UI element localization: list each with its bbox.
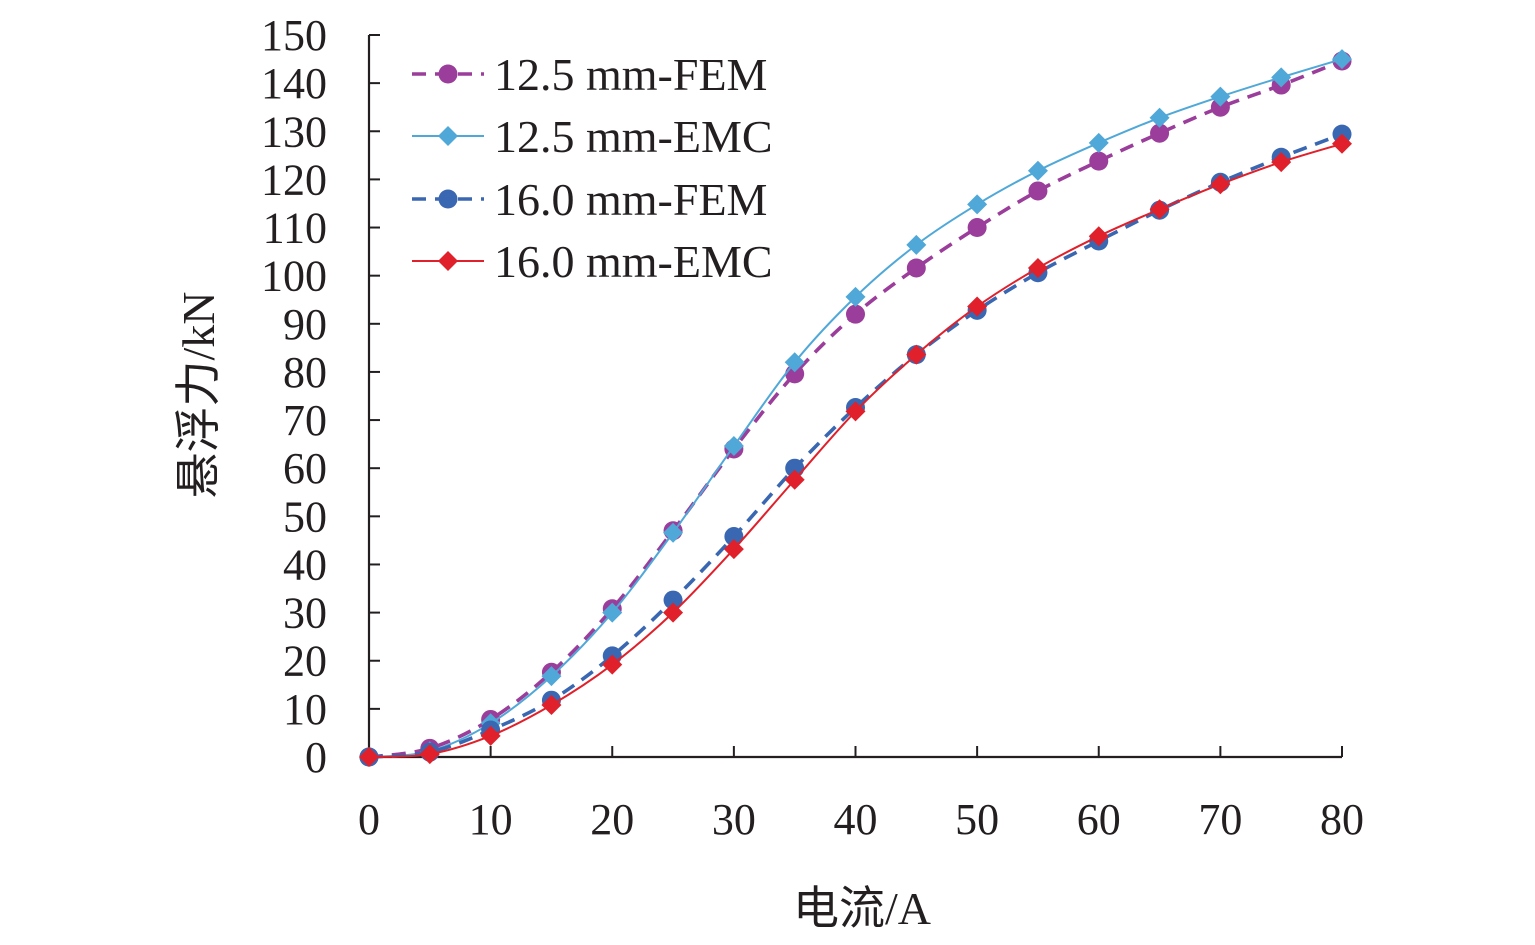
x-tick-label: 80 <box>1320 795 1364 844</box>
legend-item-1: 12.5 mm-FEM <box>412 49 767 100</box>
data-point <box>1027 257 1048 278</box>
data-point <box>1150 123 1170 143</box>
data-point <box>723 436 744 457</box>
x-tick-label: 40 <box>834 795 878 844</box>
y-tick-label: 60 <box>283 444 327 493</box>
data-point <box>663 602 684 623</box>
data-point <box>1271 152 1292 173</box>
data-point <box>541 666 562 687</box>
x-tick-label: 50 <box>955 795 999 844</box>
data-point <box>1332 49 1352 70</box>
x-tick-label: 60 <box>1077 795 1121 844</box>
data-point <box>784 352 805 373</box>
data-point <box>1028 181 1048 201</box>
y-tick-label: 100 <box>261 252 327 301</box>
data-point <box>784 469 805 490</box>
data-point <box>1332 133 1352 154</box>
data-point <box>1210 97 1230 117</box>
legend-label: 16.0 mm-FEM <box>494 174 767 225</box>
y-tick-label: 150 <box>261 11 327 60</box>
data-point <box>906 234 927 255</box>
data-point <box>845 401 866 422</box>
x-tick-label: 30 <box>712 795 756 844</box>
y-tick-label: 110 <box>263 204 327 253</box>
data-point <box>541 695 562 716</box>
legend-item-2: 12.5 mm-EMC <box>412 111 773 162</box>
data-point <box>1089 151 1109 171</box>
data-point <box>663 522 684 543</box>
x-tick-label: 10 <box>469 795 513 844</box>
y-tick-label: 120 <box>261 155 327 204</box>
y-tick-label: 30 <box>283 589 327 638</box>
data-point <box>723 539 744 560</box>
series-line <box>368 132 1343 759</box>
y-axis-title: 悬浮力/kN <box>173 292 224 499</box>
data-point <box>1210 86 1231 107</box>
data-point <box>967 194 988 215</box>
x-axis-title: 电流/A <box>793 883 931 934</box>
legend-marker <box>438 64 458 84</box>
legend-item-4: 16.0 mm-EMC <box>412 236 773 287</box>
data-point <box>967 218 987 238</box>
y-tick-label: 20 <box>283 637 327 686</box>
legend-marker <box>438 189 458 209</box>
plot-area <box>359 49 1352 767</box>
x-tick-label: 70 <box>1198 795 1242 844</box>
data-point <box>1088 132 1109 153</box>
legend-marker <box>438 251 458 271</box>
y-tick-label: 50 <box>283 492 327 541</box>
y-tick-label: 10 <box>283 685 327 734</box>
legend-label: 16.0 mm-EMC <box>494 236 773 287</box>
legend-item-3: 16.0 mm-FEM <box>412 174 767 225</box>
data-point <box>906 344 927 365</box>
legend: 12.5 mm-FEM 12.5 mm-EMC 16.0 mm-FEM 16.0 mm… <box>412 49 773 287</box>
legend-label: 12.5 mm-EMC <box>494 111 773 162</box>
y-tick-label: 0 <box>305 733 327 782</box>
data-point <box>1027 160 1048 181</box>
y-tick-label: 130 <box>261 107 327 156</box>
series-line <box>368 59 1343 759</box>
data-point <box>359 747 379 767</box>
y-tick-label: 80 <box>283 348 327 397</box>
y-tick-label: 70 <box>283 396 327 445</box>
x-tick-label: 20 <box>590 795 634 844</box>
series-4 <box>359 133 1352 767</box>
legend-label: 12.5 mm-FEM <box>494 49 767 100</box>
y-tick-label: 90 <box>283 300 327 349</box>
data-point <box>845 286 866 307</box>
y-tick-label: 140 <box>261 59 327 108</box>
legend-marker <box>438 126 458 146</box>
data-point <box>967 296 988 317</box>
data-point <box>1149 199 1170 220</box>
data-point <box>1088 226 1109 247</box>
data-point <box>724 527 744 547</box>
y-tick-label: 40 <box>283 540 327 589</box>
data-point <box>846 304 865 324</box>
data-point <box>1149 107 1170 128</box>
data-point <box>419 744 440 765</box>
data-point <box>1210 174 1231 195</box>
x-tick-label: 0 <box>358 795 380 844</box>
data-point <box>906 258 926 278</box>
data-point <box>602 654 623 675</box>
data-point <box>1271 67 1292 88</box>
data-point <box>480 725 501 746</box>
data-point <box>602 602 623 623</box>
data-point <box>663 590 683 610</box>
